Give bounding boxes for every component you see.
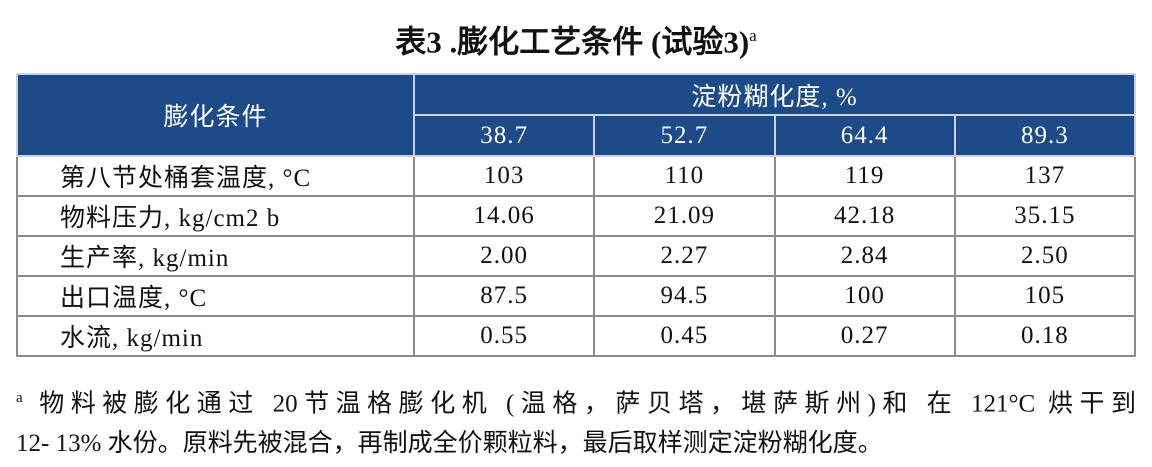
footnote-text: 12- 13% 水份。原料先被混合，再制成全价颗粒料，最后取样测定淀粉糊化度。 xyxy=(16,430,883,458)
label-cell: 第八节处桶套温度, °C xyxy=(16,155,415,197)
column-header: 89.3 xyxy=(953,114,1137,157)
header-row: 膨化条件 淀粉糊化度, % xyxy=(16,73,1136,157)
value-cell: 2.84 xyxy=(773,235,956,277)
corner-cell: 膨化条件 xyxy=(16,73,415,157)
footnote-mark: a xyxy=(16,390,23,406)
table-row: 生产率, kg/min 2.00 2.27 2.84 2.50 xyxy=(16,235,1137,277)
label-cell: 水流, kg/min xyxy=(16,315,415,357)
footnote-line: a 物料被膨化通过 20节温格膨化机 (温格，萨贝塔，堪萨斯州)和 在 121°C… xyxy=(16,378,1136,424)
value-cell: 14.06 xyxy=(412,195,596,237)
table-row: 出口温度, °C 87.5 94.5 100 105 xyxy=(16,275,1137,317)
table: 膨化条件 淀粉糊化度, % 38.7 52.7 64.4 89.3 第八节处桶套温度,… xyxy=(16,73,1137,357)
label-cell: 生产率, kg/min xyxy=(16,235,415,277)
value-cell: 119 xyxy=(773,155,956,197)
footnote-text: 物料被膨化通过 20节温格膨化机 (温格，萨贝塔，堪萨斯州)和 在 121°C … xyxy=(32,390,1136,418)
table-head: 膨化条件 淀粉糊化度, % 38.7 52.7 64.4 89.3 xyxy=(16,73,1137,157)
title-text: 表3 .膨化工艺条件 (试验3) xyxy=(395,24,750,60)
value-cell: 21.09 xyxy=(593,195,776,237)
value-cell: 2.00 xyxy=(412,235,596,277)
column-header: 64.4 xyxy=(773,114,956,157)
value-cell: 2.27 xyxy=(593,235,776,277)
title-sup: a xyxy=(749,26,757,45)
value-cell: 100 xyxy=(773,275,956,317)
table-row: 物料压力, kg/cm2 b 14.06 21.09 42.18 35.15 xyxy=(16,195,1137,237)
footnote-line: 12- 13% 水份。原料先被混合，再制成全价颗粒料，最后取样测定淀粉糊化度。 xyxy=(16,424,1136,464)
table-row: 第八节处桶套温度, °C 103 110 119 137 xyxy=(16,155,1137,197)
value-cell: 0.27 xyxy=(773,315,956,357)
value-cell: 94.5 xyxy=(593,275,776,317)
label-cell: 物料压力, kg/cm2 b xyxy=(16,195,415,237)
value-cell: 42.18 xyxy=(773,195,956,237)
value-cell: 105 xyxy=(953,275,1137,317)
value-cell: 103 xyxy=(412,155,596,197)
title: 表3 .膨化工艺条件 (试验3)a xyxy=(0,14,1152,64)
group-cell: 淀粉糊化度, % xyxy=(413,73,1136,116)
value-cell: 137 xyxy=(953,155,1137,197)
table-body: 第八节处桶套温度, °C 103 110 119 137 物料压力, kg/cm2 b 14… xyxy=(16,155,1137,357)
footnote: a 物料被膨化通过 20节温格膨化机 (温格，萨贝塔，堪萨斯州)和 在 121°C… xyxy=(16,378,1136,464)
value-cell: 0.55 xyxy=(412,315,596,357)
value-cell: 35.15 xyxy=(953,195,1137,237)
header-row: 38.7 52.7 64.4 89.3 xyxy=(17,114,1137,157)
value-cell: 0.45 xyxy=(593,315,776,357)
label-cell: 出口温度, °C xyxy=(16,275,415,317)
value-cell: 0.18 xyxy=(953,315,1137,357)
table-row: 水流, kg/min 0.55 0.45 0.27 0.18 xyxy=(16,315,1137,357)
value-cell: 87.5 xyxy=(412,275,596,317)
value-cell: 2.50 xyxy=(953,235,1137,277)
column-header: 38.7 xyxy=(412,114,596,157)
value-cell: 110 xyxy=(593,155,776,197)
column-header: 52.7 xyxy=(593,114,776,157)
